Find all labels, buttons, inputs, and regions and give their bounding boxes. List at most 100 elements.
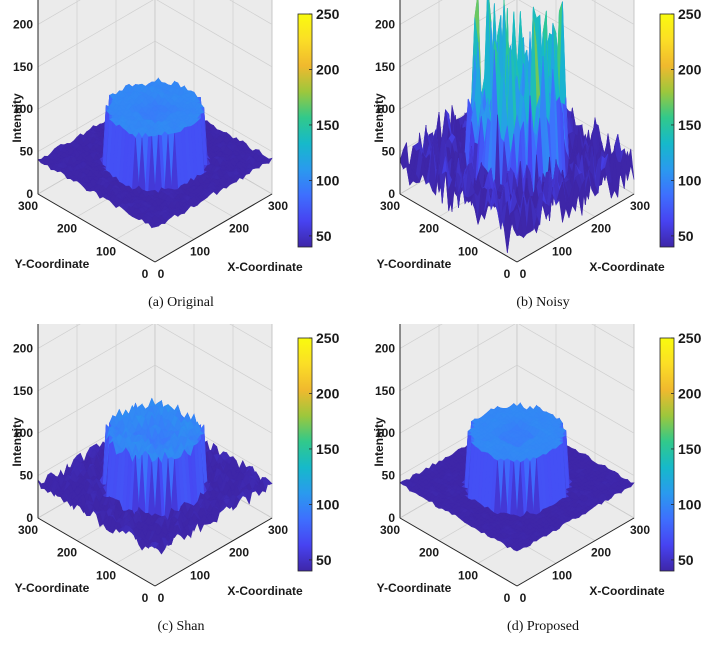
x-tick-label: 100: [552, 244, 572, 258]
grid-line-z: [518, 0, 635, 68]
grid-line-z: [516, 364, 635, 434]
grid-line-z: [591, 324, 635, 349]
colorbar-tick-label: 200: [316, 61, 340, 77]
surface-plot-proposed: 01002003000100200300050100150200250X-Coo…: [372, 324, 702, 634]
y-tick-label: 100: [96, 568, 116, 582]
y-tick-label: 300: [18, 523, 38, 537]
y-tick-label: 0: [142, 591, 149, 605]
grid-line-z: [37, 0, 154, 68]
y-axis-label: Y-Coordinate: [15, 257, 90, 271]
grid-line-z: [399, 364, 518, 434]
panel-caption: (c) Shan: [157, 619, 204, 634]
surface-plot-shan: 01002003000100200300050100150200250X-Coo…: [10, 324, 340, 634]
colorbar-tick-label: 250: [316, 6, 340, 22]
z-tick-label: 0: [26, 511, 33, 525]
colorbar-tick-label: 200: [678, 61, 702, 77]
colorbar-tick-label: 100: [316, 496, 340, 512]
x-axis-line: [154, 193, 273, 263]
grid-line-z: [37, 324, 154, 392]
panel-caption: (a) Original: [148, 295, 214, 310]
colorbar-tick-label: 100: [678, 172, 702, 188]
z-axis-label: Intensity: [10, 417, 24, 467]
axes: [37, 0, 273, 263]
z-tick-label: 200: [13, 17, 33, 31]
z-tick-label: 150: [375, 60, 395, 74]
grid-line-z: [229, 0, 273, 25]
x-tick-label: 100: [190, 244, 210, 258]
y-tick-label: 0: [504, 267, 511, 281]
x-tick-label: 0: [158, 591, 165, 605]
colorbar-tick-label: 150: [678, 117, 702, 133]
grid-line-z: [37, 324, 81, 349]
y-tick-label: 200: [57, 222, 77, 236]
x-axis-label: X-Coordinate: [227, 584, 303, 598]
y-axis-line: [399, 193, 518, 263]
y-tick-label: 200: [419, 222, 439, 236]
y-axis-label: Y-Coordinate: [15, 581, 90, 595]
surface-mesh: [37, 397, 273, 555]
x-tick-label: 0: [158, 267, 165, 281]
colorbar-tick-label: 50: [316, 552, 332, 568]
y-tick-label: 200: [57, 546, 77, 560]
surface-cell: [513, 228, 521, 236]
y-axis-label: Y-Coordinate: [377, 257, 452, 271]
grid-line-z: [37, 40, 156, 110]
z-tick-label: 100: [375, 102, 395, 116]
colorbar: [297, 337, 313, 572]
z-tick-label: 150: [13, 60, 33, 74]
grid-line-z: [399, 0, 443, 25]
x-axis-line: [516, 193, 635, 263]
z-tick-label: 100: [13, 426, 33, 440]
colorbar-tick-label: 100: [316, 172, 340, 188]
z-tick-label: 50: [382, 145, 396, 159]
z-axis-label: Intensity: [372, 93, 386, 143]
colorbar-tick-label: 50: [316, 228, 332, 244]
grid-line-z: [154, 364, 273, 434]
y-tick-label: 0: [142, 267, 149, 281]
y-tick-label: 100: [96, 244, 116, 258]
panel-proposed: 01002003000100200300050100150200250X-Coo…: [362, 324, 724, 648]
x-tick-label: 300: [268, 523, 288, 537]
y-axis-line: [37, 193, 156, 263]
surface-plot-noisy: 01002003000100200300050100150200250X-Coo…: [372, 0, 702, 310]
grid-line-z: [518, 324, 635, 392]
z-tick-label: 50: [20, 145, 34, 159]
axes: [37, 324, 273, 587]
panel-original: 01002003000100200300050100150200250X-Coo…: [0, 0, 362, 324]
x-axis-label: X-Coordinate: [589, 260, 665, 274]
panel-shan: 01002003000100200300050100150200250X-Coo…: [0, 324, 362, 648]
x-tick-label: 300: [630, 199, 650, 213]
grid-line-z: [229, 324, 273, 349]
panel-caption: (b) Noisy: [516, 295, 569, 310]
grid-line-z: [399, 0, 516, 68]
z-tick-label: 50: [20, 469, 34, 483]
colorbar-tick-label: 200: [316, 385, 340, 401]
x-tick-label: 300: [268, 199, 288, 213]
y-tick-label: 300: [380, 199, 400, 213]
surface-mesh: [399, 402, 635, 552]
y-tick-label: 300: [18, 199, 38, 213]
z-tick-label: 200: [13, 341, 33, 355]
grid-line-z: [156, 0, 273, 68]
x-tick-label: 200: [229, 546, 249, 560]
colorbar: [297, 13, 313, 248]
z-tick-label: 0: [388, 187, 395, 201]
x-tick-label: 100: [190, 568, 210, 582]
grid-line-z: [399, 324, 443, 349]
grid-line-z: [154, 40, 273, 110]
grid-line-z: [399, 324, 516, 392]
surface-plot-original: 01002003000100200300050100150200250X-Coo…: [10, 0, 340, 310]
surface-mesh: [399, 0, 635, 254]
grid-line-z: [37, 0, 81, 25]
x-tick-label: 200: [229, 222, 249, 236]
colorbar-tick-label: 250: [678, 6, 702, 22]
colorbar-tick-label: 250: [316, 330, 340, 346]
z-tick-label: 100: [13, 102, 33, 116]
colorbar-tick-label: 150: [316, 441, 340, 457]
z-tick-label: 150: [13, 384, 33, 398]
z-tick-label: 0: [26, 187, 33, 201]
y-axis-line: [37, 517, 156, 587]
panel-noisy: 01002003000100200300050100150200250X-Coo…: [362, 0, 724, 324]
surface-cell: [151, 541, 159, 549]
